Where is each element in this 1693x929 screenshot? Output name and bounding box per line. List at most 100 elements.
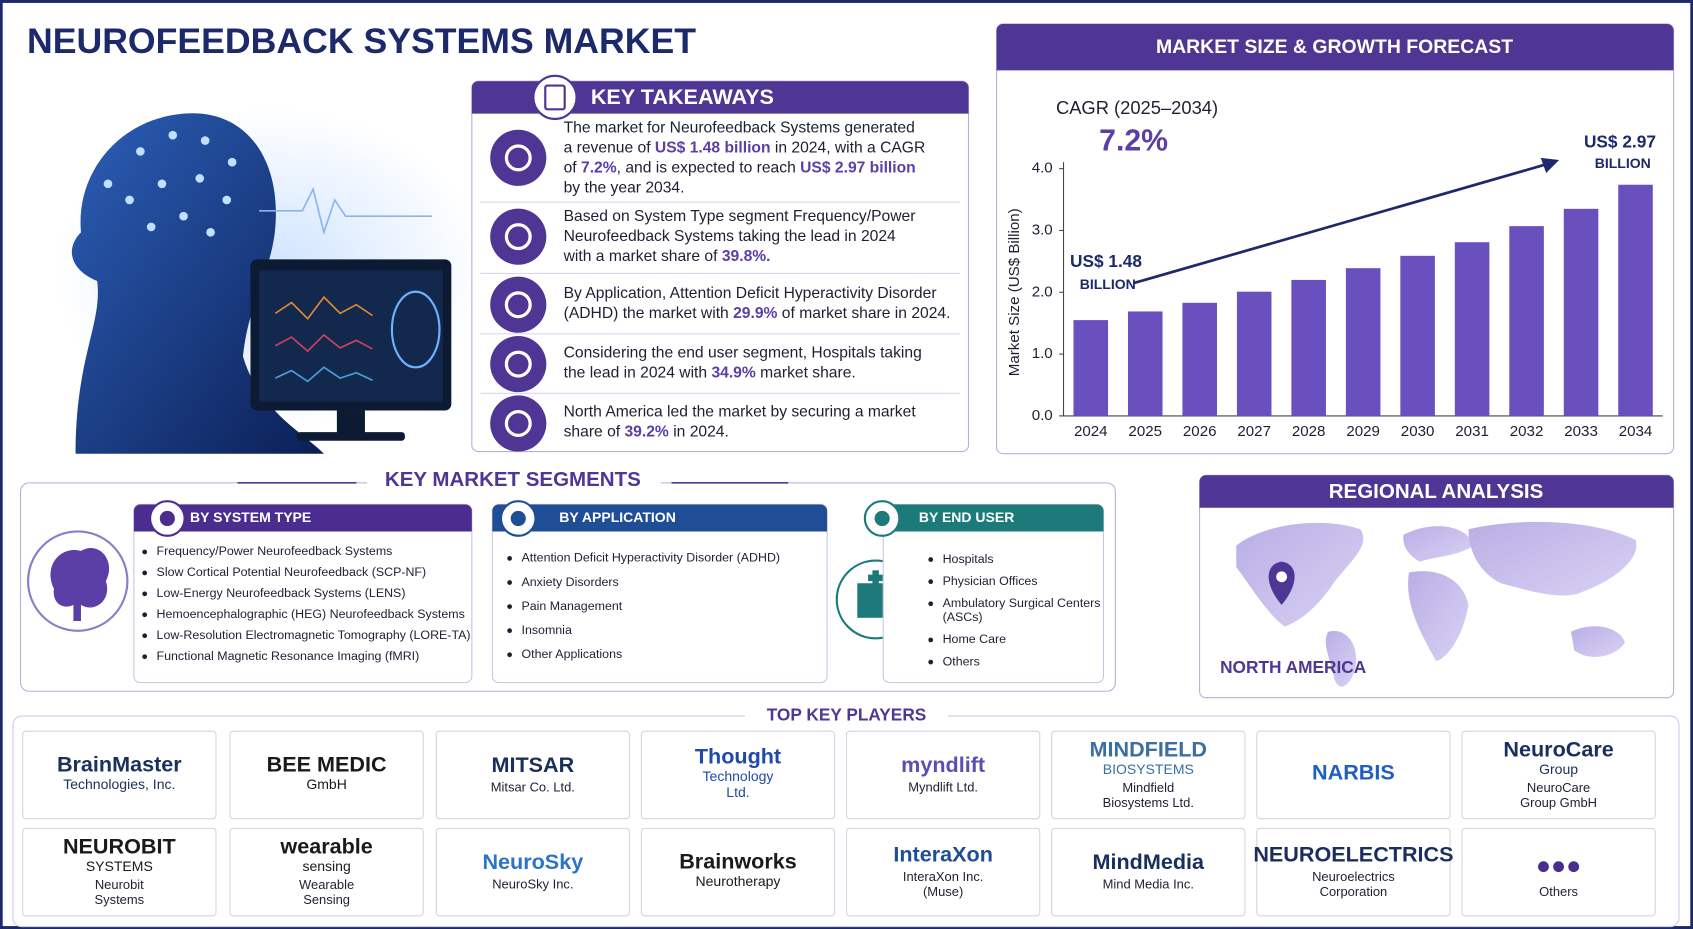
player-card — [22, 827, 217, 917]
bullet — [507, 604, 513, 609]
player-logo: BrainMaster — [57, 751, 182, 776]
hospital-icon — [868, 574, 884, 582]
player-logo: BIOSYSTEMS — [1103, 761, 1194, 777]
player-caption: Mind Media Inc. — [1103, 876, 1194, 891]
player-logo: Technologies, Inc. — [63, 776, 175, 792]
takeaway-text: of 7.2%, and is expected to reach US$ 2.… — [564, 160, 916, 177]
takeaways-icon — [544, 84, 566, 111]
player-caption: Systems — [95, 892, 145, 907]
bar — [1236, 291, 1272, 416]
takeaway-text: (ADHD) the market with 29.9% of market s… — [564, 305, 951, 322]
player-card — [845, 827, 1041, 917]
takeaway-segment: By Application, Attention Deficit Hypera… — [564, 285, 937, 302]
player-caption: Sensing — [303, 892, 350, 907]
takeaway-icon — [504, 223, 532, 251]
bullet — [928, 659, 934, 665]
x-tick-label: 2034 — [1619, 423, 1653, 440]
takeaway-segment: share of — [564, 424, 625, 441]
player-logo: Neurotherapy — [696, 873, 781, 889]
cagr-label: CAGR (2025–2034) — [1056, 97, 1218, 118]
others-dot — [1553, 861, 1564, 873]
takeaway-segment: of market share in 2024. — [777, 305, 950, 322]
player-caption: Biosystems Ltd. — [1103, 795, 1194, 810]
bar — [1618, 184, 1653, 416]
takeaway-segment: North America led the market by securing… — [564, 404, 917, 421]
player-card — [229, 827, 424, 917]
y-axis-label: Market Size (US$ Billion) — [1006, 208, 1023, 376]
player-logo: Thought — [695, 743, 781, 768]
players-title-bg — [745, 704, 948, 728]
takeaway-segment: the lead in 2024 with — [564, 364, 712, 381]
player-logo: GmbH — [306, 776, 346, 792]
others-dot — [1568, 861, 1580, 873]
player-logo: Ltd. — [726, 784, 749, 800]
takeaway-icon — [490, 208, 547, 265]
takeaways-header — [471, 81, 969, 114]
takeaway-icon — [504, 144, 532, 172]
bar — [1073, 320, 1109, 416]
segment-icon — [510, 510, 526, 527]
player-logo: MindMedia — [1093, 849, 1205, 874]
player-caption: NeuroCare — [1527, 780, 1590, 795]
growth-arrow — [1133, 163, 1547, 285]
segment-item: Functional Magnetic Resonance Imaging (f… — [157, 649, 420, 663]
segment-title: BY END USER — [919, 509, 1015, 525]
bar — [1563, 208, 1599, 416]
y-tick-label: 0.0 — [1032, 407, 1053, 424]
segment-item: Anxiety Disorders — [522, 575, 619, 589]
x-tick-label: 2028 — [1292, 423, 1326, 440]
takeaway-segment: of — [564, 160, 581, 177]
bullet — [142, 612, 148, 618]
player-card — [845, 730, 1041, 820]
takeaway-text: Based on System Type segment Frequency/P… — [564, 208, 916, 225]
player-card — [1256, 730, 1451, 820]
player-card — [229, 730, 424, 820]
illustration — [53, 108, 486, 454]
regional-title: REGIONAL ANALYSIS — [1329, 480, 1544, 503]
segment-title: BY APPLICATION — [559, 509, 676, 525]
player-card — [1461, 730, 1656, 820]
takeaway-segment: , and is expected to reach — [617, 160, 800, 177]
player-logo: MINDFIELD — [1090, 736, 1207, 761]
segment-header — [133, 504, 472, 532]
bar — [1182, 302, 1217, 416]
bullet — [142, 633, 148, 639]
takeaway-icon — [490, 336, 547, 393]
x-tick-label: 2033 — [1564, 423, 1598, 440]
takeaway-segment: with a market share of — [563, 248, 722, 265]
world-map — [1236, 521, 1637, 687]
y-tick-label: 2.0 — [1032, 283, 1053, 300]
player-logo: Group — [1539, 761, 1578, 777]
segment-icon — [874, 510, 890, 527]
x-tick-label: 2029 — [1346, 423, 1380, 440]
segment-item: Hemoencephalographic (HEG) Neurofeedback… — [157, 607, 465, 621]
segment-header — [492, 504, 828, 532]
segment-item: Pain Management — [522, 599, 623, 613]
takeaway-segment: in 2024, with a CAGR — [771, 140, 926, 157]
player-logo: NEUROBIT — [63, 834, 176, 859]
takeaway-text: Considering the end user segment, Hospit… — [564, 344, 922, 361]
takeaway-segment: a revenue of — [564, 140, 655, 157]
takeaway-segment: 7.2% — [581, 160, 617, 177]
segment-header — [883, 504, 1104, 532]
player-logo: NeuroCare — [1503, 736, 1613, 761]
takeaway-segment: 34.9% — [711, 364, 755, 381]
segment-item: Low-Energy Neurofeedback Systems (LENS) — [157, 586, 406, 600]
x-tick-label: 2026 — [1183, 423, 1217, 440]
bullet — [928, 557, 934, 562]
x-tick-label: 2024 — [1074, 423, 1108, 440]
takeaway-segment: (ADHD) the market with — [564, 305, 733, 322]
region-label: NORTH AMERICA — [1220, 657, 1367, 677]
player-caption: Myndlift Ltd. — [908, 779, 978, 794]
takeaway-icon — [504, 409, 532, 437]
player-logo: sensing — [302, 858, 350, 874]
player-caption: (Muse) — [923, 884, 963, 899]
takeaway-segment: Based on System Type segment Frequency/P… — [564, 208, 916, 225]
bar — [1400, 255, 1435, 416]
x-tick-label: 2030 — [1401, 423, 1435, 440]
segment-icon — [159, 510, 175, 527]
player-caption: Neurobit — [95, 877, 144, 892]
bullet — [142, 591, 148, 597]
player-caption: Group GmbH — [1520, 795, 1597, 810]
